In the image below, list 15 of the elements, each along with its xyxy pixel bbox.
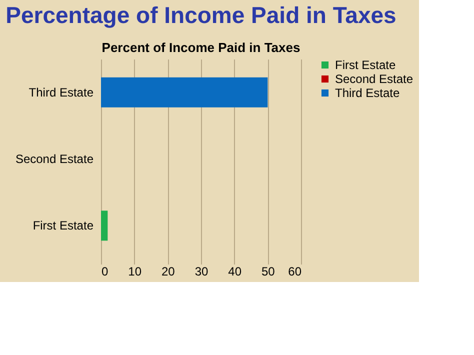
chart-subtitle: Percent of Income Paid in Taxes xyxy=(102,40,300,55)
y-tick-label: Third Estate xyxy=(28,85,94,100)
legend-label: Second Estate xyxy=(335,72,414,86)
x-tick-label: 60 xyxy=(288,264,302,278)
chart-title: Percentage of Income Paid in Taxes xyxy=(6,2,396,28)
x-tick-label: 40 xyxy=(228,264,242,278)
x-tick-label: 10 xyxy=(128,264,142,278)
x-tick-label: 50 xyxy=(261,264,276,278)
legend-label: First Estate xyxy=(335,58,396,72)
x-tick-label: 20 xyxy=(161,264,176,278)
legend-label: Third Estate xyxy=(335,86,400,100)
x-tick-label: 0 xyxy=(102,264,108,278)
y-tick-label: Second Estate xyxy=(15,152,94,166)
x-tick-label: 30 xyxy=(194,264,208,278)
y-tick-label: First Estate xyxy=(32,218,94,233)
